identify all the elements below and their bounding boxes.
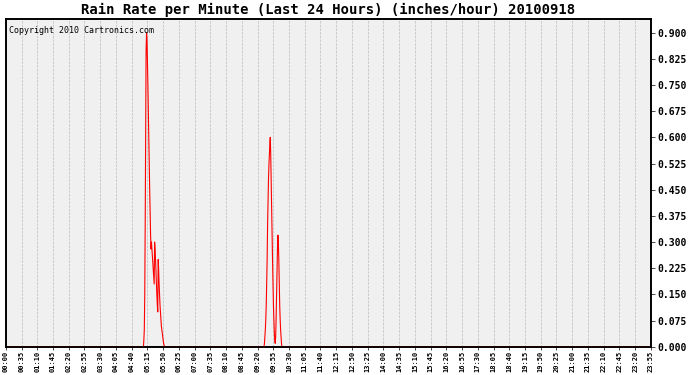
Title: Rain Rate per Minute (Last 24 Hours) (inches/hour) 20100918: Rain Rate per Minute (Last 24 Hours) (in… <box>81 3 575 17</box>
Text: Copyright 2010 Cartronics.com: Copyright 2010 Cartronics.com <box>9 26 154 35</box>
